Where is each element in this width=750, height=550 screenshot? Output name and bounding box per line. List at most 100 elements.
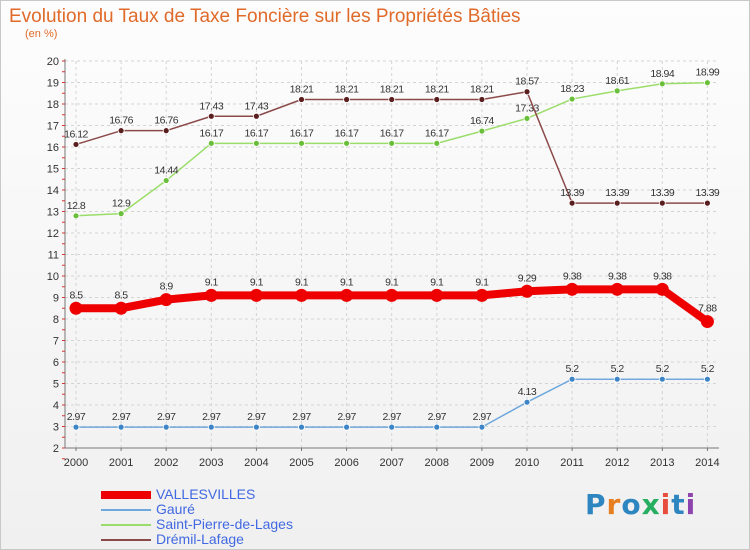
data-label-saint-pierre-de-lages: 16.17 bbox=[335, 127, 359, 139]
data-label-dremil-lafage: 13.39 bbox=[650, 187, 674, 199]
data-label-dremil-lafage: 13.39 bbox=[696, 187, 720, 199]
y-tick-label: 11 bbox=[48, 250, 59, 262]
data-point-dremil-lafage bbox=[72, 141, 80, 148]
data-label-vallesvilles: 7.88 bbox=[698, 303, 717, 315]
data-label-dremil-lafage: 17.43 bbox=[245, 100, 269, 112]
logo-letter: i bbox=[660, 488, 672, 521]
data-point-saint-pierre-de-lages bbox=[658, 80, 666, 88]
x-tick-label: 2013 bbox=[650, 457, 674, 469]
data-point-dremil-lafage bbox=[704, 199, 711, 207]
data-label-saint-pierre-de-lages: 16.17 bbox=[245, 127, 269, 139]
data-label-gaure: 2.97 bbox=[337, 411, 356, 423]
y-tick-label: 12 bbox=[47, 228, 59, 240]
data-label-saint-pierre-de-lages: 16.17 bbox=[290, 127, 314, 139]
x-tick-label: 2002 bbox=[154, 457, 178, 469]
data-label-saint-pierre-de-lages: 12.8 bbox=[67, 200, 86, 212]
data-point-vallesvilles bbox=[610, 282, 624, 296]
data-point-gaure bbox=[433, 423, 441, 431]
y-tick-label: 8 bbox=[53, 314, 59, 326]
x-tick-label: 2007 bbox=[379, 457, 403, 469]
data-label-dremil-lafage: 18.21 bbox=[380, 83, 404, 95]
data-label-dremil-lafage: 18.21 bbox=[335, 83, 359, 95]
x-tick-label: 2003 bbox=[199, 457, 223, 469]
data-point-gaure bbox=[568, 375, 576, 383]
data-label-saint-pierre-de-lages: 18.61 bbox=[605, 75, 629, 87]
y-tick-label: 2 bbox=[53, 443, 59, 455]
data-label-gaure: 5.2 bbox=[656, 363, 670, 375]
data-label-gaure: 2.97 bbox=[202, 411, 221, 423]
x-tick-label: 2001 bbox=[109, 457, 133, 469]
data-point-saint-pierre-de-lages bbox=[523, 115, 531, 122]
y-tick-label: 9 bbox=[53, 293, 59, 305]
x-tick-label: 2004 bbox=[244, 457, 268, 469]
x-tick-label: 2011 bbox=[560, 457, 584, 469]
data-label-vallesvilles: 8.9 bbox=[160, 281, 174, 293]
data-label-vallesvilles: 9.1 bbox=[295, 276, 309, 288]
legend-swatch-vallesvilles bbox=[101, 491, 151, 499]
data-point-gaure bbox=[162, 423, 170, 431]
data-point-vallesvilles bbox=[295, 288, 308, 302]
logo-letter: i bbox=[685, 488, 697, 521]
data-label-vallesvilles: 9.1 bbox=[430, 276, 444, 288]
y-tick-label: 4 bbox=[53, 400, 59, 412]
y-tick-label: 7 bbox=[53, 336, 59, 348]
data-point-gaure bbox=[523, 398, 531, 406]
data-label-vallesvilles: 9.38 bbox=[653, 270, 672, 282]
chart-title: Evolution du Taux de Taxe Foncière sur l… bbox=[9, 6, 521, 27]
data-label-saint-pierre-de-lages: 18.99 bbox=[696, 67, 720, 79]
data-point-saint-pierre-de-lages bbox=[343, 139, 351, 147]
data-point-vallesvilles bbox=[159, 293, 173, 307]
legend-swatch-dremil-lafage bbox=[101, 539, 151, 541]
x-tick-label: 2010 bbox=[515, 457, 539, 469]
data-point-vallesvilles bbox=[700, 315, 714, 329]
legend-label-saint-pierre-de-lages: Saint-Pierre-de-Lages bbox=[156, 516, 293, 532]
logo-letter: P bbox=[585, 488, 607, 521]
data-label-gaure: 2.97 bbox=[292, 411, 311, 423]
data-point-gaure bbox=[207, 423, 215, 431]
y-tick-label: 6 bbox=[53, 357, 59, 369]
data-point-saint-pierre-de-lages bbox=[388, 139, 396, 147]
data-point-vallesvilles bbox=[249, 288, 263, 302]
y-tick-label: 5 bbox=[53, 379, 59, 391]
data-label-dremil-lafage: 18.21 bbox=[425, 83, 449, 95]
y-tick-label: 17 bbox=[47, 121, 59, 133]
data-label-gaure: 2.97 bbox=[157, 411, 176, 423]
data-point-dremil-lafage bbox=[658, 199, 666, 207]
data-point-dremil-lafage bbox=[433, 96, 441, 103]
data-point-gaure bbox=[704, 375, 711, 383]
y-tick-label: 15 bbox=[47, 164, 59, 176]
y-tick-label: 14 bbox=[47, 185, 59, 197]
data-point-saint-pierre-de-lages bbox=[72, 212, 80, 220]
data-point-gaure bbox=[298, 423, 305, 431]
y-tick-label: 20 bbox=[47, 56, 59, 68]
data-point-vallesvilles bbox=[655, 282, 669, 296]
data-label-gaure: 2.97 bbox=[67, 411, 86, 423]
logo-letter: x bbox=[641, 488, 661, 521]
y-tick-label: 18 bbox=[47, 99, 59, 111]
data-point-dremil-lafage bbox=[568, 199, 576, 207]
data-label-gaure: 4.13 bbox=[518, 386, 537, 398]
data-label-dremil-lafage: 13.39 bbox=[560, 187, 584, 199]
data-point-dremil-lafage bbox=[523, 88, 531, 96]
data-point-dremil-lafage bbox=[388, 96, 396, 103]
data-point-vallesvilles bbox=[520, 284, 534, 298]
chart-subtitle: (en %) bbox=[25, 28, 58, 40]
data-label-dremil-lafage: 13.39 bbox=[605, 187, 629, 199]
data-label-vallesvilles: 8.5 bbox=[115, 289, 129, 301]
data-point-saint-pierre-de-lages bbox=[704, 79, 711, 87]
data-label-saint-pierre-de-lages: 17.33 bbox=[515, 102, 539, 114]
data-point-dremil-lafage bbox=[162, 127, 170, 135]
data-label-gaure: 5.2 bbox=[566, 363, 580, 375]
data-label-saint-pierre-de-lages: 16.17 bbox=[380, 127, 404, 139]
data-point-dremil-lafage bbox=[207, 112, 215, 120]
data-point-vallesvilles bbox=[385, 288, 399, 302]
data-point-dremil-lafage bbox=[613, 199, 621, 207]
data-label-dremil-lafage: 17.43 bbox=[199, 100, 223, 112]
data-point-gaure bbox=[478, 423, 486, 431]
legend-label-vallesvilles: VALLESVILLES bbox=[156, 486, 256, 502]
data-label-vallesvilles: 9.1 bbox=[250, 276, 264, 288]
x-tick-label: 2008 bbox=[425, 457, 449, 469]
data-point-gaure bbox=[117, 423, 125, 431]
y-tick-label: 16 bbox=[47, 142, 59, 154]
